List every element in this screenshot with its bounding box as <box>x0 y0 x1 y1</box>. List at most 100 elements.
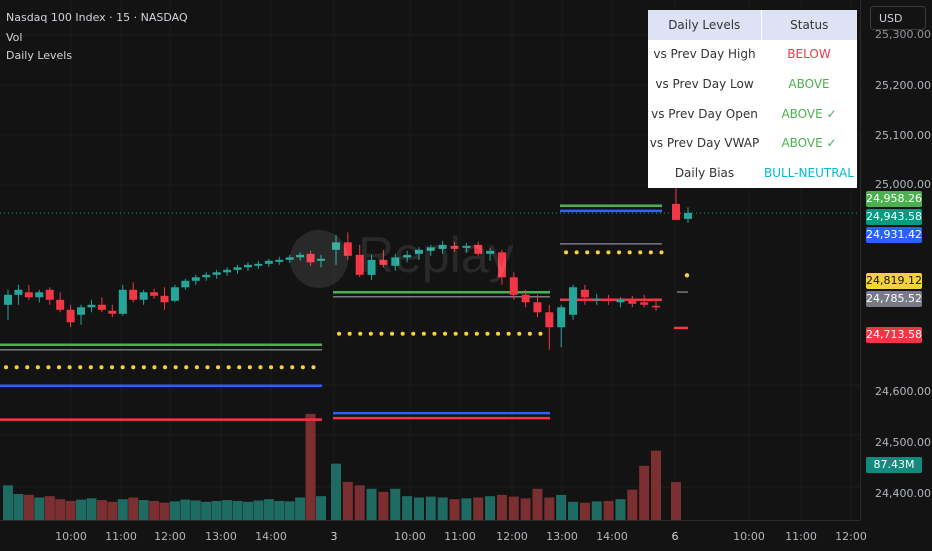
candle-body <box>191 277 200 281</box>
candle-body <box>24 292 33 298</box>
candle-body <box>521 294 530 303</box>
time-tick: 12:00 <box>496 530 528 543</box>
candle-body <box>379 259 388 265</box>
volume-bar <box>316 496 326 520</box>
price-tick: 25,100.00 <box>875 129 931 142</box>
table-row: vs Prev Day Low ABOVE <box>648 69 857 99</box>
candle-body <box>254 263 263 266</box>
level-label: Daily Bias <box>674 165 735 180</box>
candle-body <box>569 287 578 315</box>
time-tick: 11:00 <box>785 530 817 543</box>
chart-area[interactable]: Replay Nasdaq 100 Index · 15 · NASDAQ Vo… <box>0 0 860 520</box>
price-chart[interactable] <box>0 0 860 520</box>
time-tick: 11:00 <box>444 530 476 543</box>
volume-bar <box>532 488 543 520</box>
candle-body <box>332 242 340 250</box>
volume-bar <box>55 499 66 520</box>
candle-body <box>97 304 106 310</box>
level-status: BULL-NEUTRAL <box>764 165 854 180</box>
table-row: Daily Bias BULL-NEUTRAL <box>648 158 857 188</box>
daily-levels-table: Daily Levels Status vs Prev Day High BELO… <box>648 10 857 188</box>
candle-body <box>56 299 65 310</box>
volume-bar <box>274 500 285 520</box>
volume-bar <box>23 494 34 520</box>
time-tick: 3 <box>330 530 338 543</box>
volume-bar <box>568 501 579 520</box>
volume-bar <box>331 463 341 520</box>
time-tick: 6 <box>671 530 679 543</box>
candle-body <box>243 264 252 268</box>
candle-body <box>170 287 179 301</box>
level-status: ABOVE ✓ <box>781 106 837 121</box>
volume-bar <box>3 485 13 520</box>
volume-bar <box>342 481 353 520</box>
volume-bar <box>603 500 614 520</box>
volume-bar <box>390 488 401 520</box>
volume-bar <box>639 465 650 520</box>
watermark-text: Replay <box>358 227 514 283</box>
indicator-daily-levels-label[interactable]: Daily Levels <box>6 49 73 62</box>
candle-body <box>438 244 447 249</box>
table-row: vs Prev Day VWAP ABOVE ✓ <box>648 128 857 158</box>
candle-body <box>474 244 483 254</box>
candle-body <box>77 307 86 315</box>
volume-bar <box>138 500 149 520</box>
price-tag-red: 24,713.58 <box>866 327 922 343</box>
candle-body <box>285 257 294 260</box>
time-axis[interactable]: 10:00 11:00 12:00 13:00 14:00 3 10:00 11:00 12:0… <box>0 520 867 551</box>
candle-body <box>557 307 566 328</box>
volume-bar <box>159 502 170 520</box>
level-label: vs Prev Day VWAP <box>649 136 760 151</box>
level-label: vs Prev Day Low <box>655 76 754 91</box>
volume-bar <box>128 497 139 520</box>
volume-bar <box>579 502 590 520</box>
replay-watermark: Replay <box>290 222 570 302</box>
volume-bar <box>437 497 448 520</box>
price-tag-gray: 24,785.52 <box>866 291 922 307</box>
price-tick-top-partial: 25,300.00 <box>875 28 931 41</box>
time-tick: 10:00 <box>394 530 426 543</box>
level-label: vs Prev Day High <box>653 47 756 62</box>
time-tick: 11:00 <box>105 530 137 543</box>
candle-body <box>391 257 400 266</box>
volume-bar <box>222 500 233 520</box>
volume-bar <box>232 500 243 520</box>
volume-bar <box>201 501 212 520</box>
table-row: vs Prev Day Open ABOVE ✓ <box>648 99 857 129</box>
candle-body <box>233 267 242 270</box>
candle-body <box>652 305 660 308</box>
indicator-vol-label[interactable]: Vol <box>6 31 23 44</box>
candle-body <box>533 302 542 313</box>
candle-body <box>509 277 518 295</box>
candle-body <box>296 254 305 258</box>
currency-button[interactable]: USD <box>870 6 926 30</box>
volume-bar <box>473 497 484 520</box>
candle-body <box>672 203 680 220</box>
volume-bar <box>615 499 626 520</box>
price-axis[interactable]: 25,300.00 25,200.00 25,100.00 25,000.00 … <box>860 0 932 520</box>
volume-bar <box>190 500 201 520</box>
time-tick: 14:00 <box>596 530 628 543</box>
volume-bar <box>295 497 306 520</box>
candle-body <box>403 254 412 258</box>
price-tag-green-high: 24,958.26 <box>866 191 922 207</box>
volume-bar <box>402 496 413 520</box>
candle-body <box>202 274 211 278</box>
volume-bar <box>354 485 365 520</box>
price-tag-last: 24,943.58 <box>866 209 922 225</box>
price-tick: 24,600.00 <box>875 385 931 398</box>
candle-body <box>212 272 221 275</box>
candle-body <box>181 280 190 288</box>
symbol-title[interactable]: Nasdaq 100 Index · 15 · NASDAQ <box>6 11 188 24</box>
volume-bar <box>149 500 160 520</box>
candle-body <box>604 298 613 301</box>
candle-body <box>223 269 232 273</box>
candle-body <box>66 309 75 323</box>
price-tick: 24,500.00 <box>875 436 931 449</box>
volume-bar <box>180 499 191 520</box>
candle-body <box>343 242 352 256</box>
candle-body <box>462 245 471 248</box>
price-tag-blue: 24,931.42 <box>866 227 922 243</box>
candle-body <box>628 300 637 304</box>
volume-bar <box>211 500 222 520</box>
